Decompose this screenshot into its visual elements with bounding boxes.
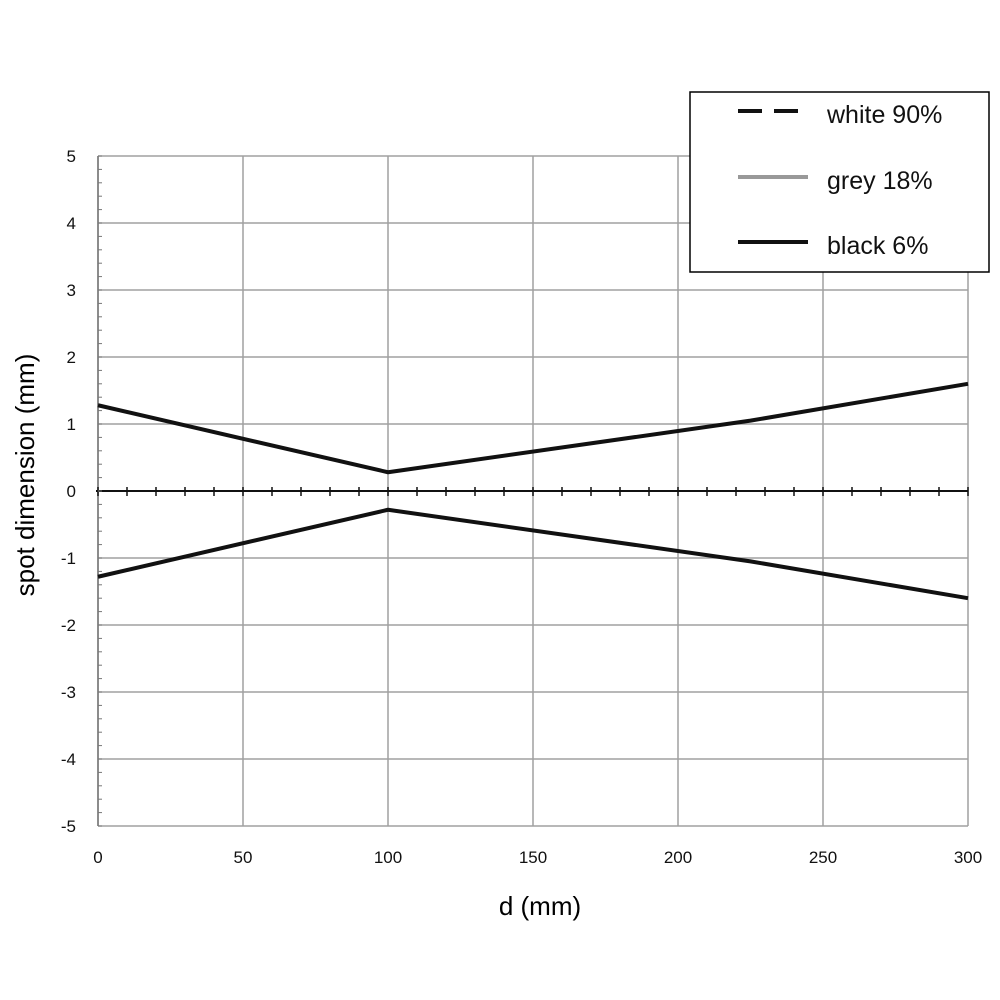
y-tick-label: 5 <box>67 147 76 166</box>
x-tick-label: 200 <box>664 848 692 867</box>
y-tick-label: 0 <box>67 482 76 501</box>
legend: white 90% grey 18% black 6% <box>689 91 990 273</box>
tick-labels: 5 4 3 2 1 0 -1 -2 -3 -4 -5 0 50 100 150 200 250 300 <box>61 147 982 867</box>
y-tick-label: 2 <box>67 348 76 367</box>
y-tick-label: -4 <box>61 750 76 769</box>
y-tick-label: -1 <box>61 549 76 568</box>
y-tick-label: -2 <box>61 616 76 635</box>
x-tick-label: 100 <box>374 848 402 867</box>
x-tick-label: 300 <box>954 848 982 867</box>
x-tick-label: 250 <box>809 848 837 867</box>
x-tick-label: 0 <box>93 848 102 867</box>
x-tick-label: 50 <box>234 848 253 867</box>
y-tick-label: -3 <box>61 683 76 702</box>
series-lines <box>97 381 969 601</box>
legend-label-2: grey 18% <box>827 167 933 195</box>
black-6-lower-line <box>97 507 969 601</box>
y-tick-label: 1 <box>67 415 76 434</box>
legend-label-1: white 90% <box>826 101 942 129</box>
y-tick-label: 3 <box>67 281 76 300</box>
x-tick-label: 150 <box>519 848 547 867</box>
x-axis-title: d (mm) <box>499 891 581 921</box>
y-tick-label: 4 <box>67 214 76 233</box>
black-6-upper-line <box>97 381 969 475</box>
legend-label-3: black 6% <box>827 232 928 260</box>
y-tick-label: -5 <box>61 817 76 836</box>
axes <box>96 155 969 827</box>
y-axis-title: spot dimension (mm) <box>10 354 40 597</box>
